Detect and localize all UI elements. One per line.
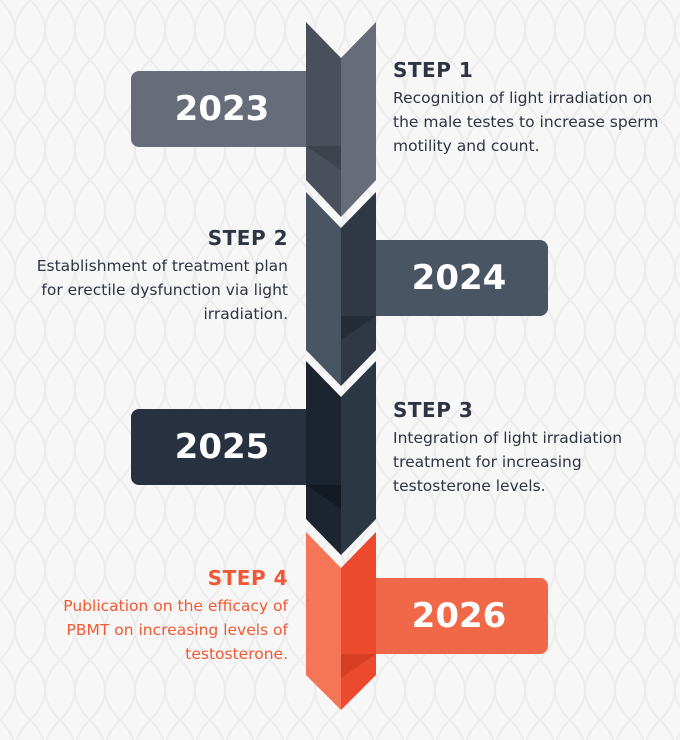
chevron-3-left xyxy=(306,361,341,555)
chevron-1-fold xyxy=(306,146,341,170)
step-4-title: STEP 4 xyxy=(207,566,288,590)
step-2-block: STEP 2 Establishment of treatment plan f… xyxy=(20,226,288,326)
step-1-title: STEP 1 xyxy=(393,58,474,82)
year-tab-2 xyxy=(339,240,548,316)
year-label-3: 2025 xyxy=(175,427,270,467)
step-2-description: Establishment of treatment plan for erec… xyxy=(36,257,288,323)
chevron-1-right xyxy=(341,22,376,217)
year-tab-3 xyxy=(131,409,343,485)
step-1-block: STEP 1 Recognition of light irradiation … xyxy=(393,58,673,158)
chevron-4-fold xyxy=(341,654,376,678)
timeline-segment-3: 2025 xyxy=(131,361,376,555)
step-3-title: STEP 3 xyxy=(393,398,474,422)
chevron-3-fold xyxy=(306,485,341,509)
step-1-description: Recognition of light irradiation on the … xyxy=(393,89,659,155)
year-label-4: 2026 xyxy=(412,596,507,636)
timeline-segment-2: 2024 xyxy=(306,192,548,386)
chevron-2-right xyxy=(341,192,376,386)
year-label-2: 2024 xyxy=(412,258,507,298)
year-label-1: 2023 xyxy=(175,89,270,129)
chevron-3-right xyxy=(341,361,376,555)
chevron-4-right xyxy=(341,532,376,710)
year-tab-4 xyxy=(339,578,548,654)
chevron-2-fold xyxy=(341,316,376,340)
step-3-block: STEP 3 Integration of light irradiation … xyxy=(393,398,673,498)
chevron-4-left xyxy=(306,532,341,710)
step-3-description: Integration of light irradiation treatme… xyxy=(393,429,623,495)
timeline-segment-1: 2023 xyxy=(131,22,376,217)
step-4-block: STEP 4 Publication on the efficacy of PB… xyxy=(20,566,288,666)
timeline-segment-4: 2026 xyxy=(306,532,548,710)
chevron-1-left xyxy=(306,22,341,217)
step-4-description: Publication on the efficacy of PBMT on i… xyxy=(63,597,288,663)
step-2-title: STEP 2 xyxy=(207,226,288,250)
chevron-2-left xyxy=(306,192,341,386)
year-tab-1 xyxy=(131,71,343,147)
